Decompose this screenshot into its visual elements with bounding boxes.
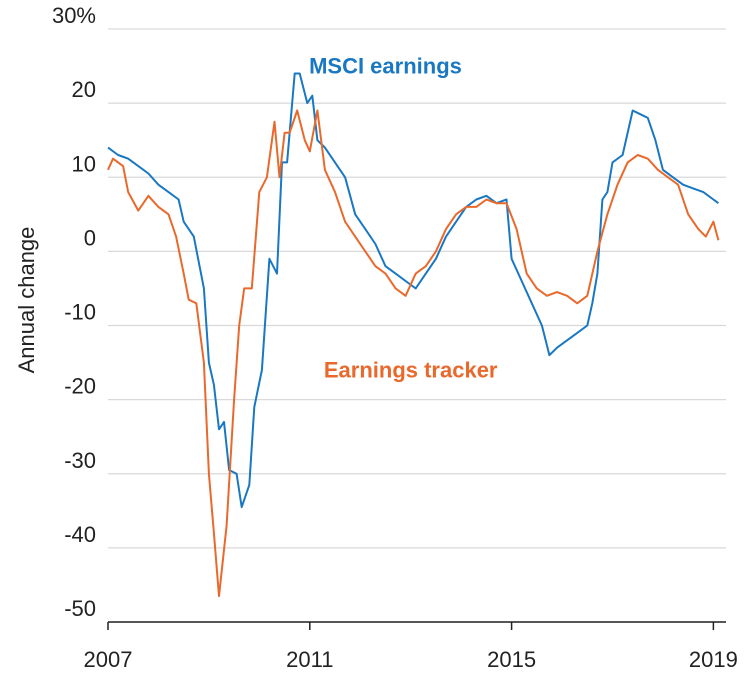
series-line-msci-earnings	[107, 72, 719, 509]
y-tick-label: -30	[64, 448, 96, 473]
axes: 30% 20 10 0 -10 -20 -30 -40 -50 2007 2011 2015 2019	[52, 3, 738, 672]
y-tick-label: 30%	[52, 3, 96, 28]
x-tick-label: 2011	[286, 647, 333, 672]
annotations: MSCI earnings Earnings tracker	[309, 53, 498, 382]
y-axis-title: Annual change	[14, 227, 39, 374]
series-lines	[107, 72, 720, 598]
y-tick-label: 10	[72, 151, 96, 176]
y-tick-label: -10	[64, 300, 96, 325]
y-tick-label: 0	[84, 225, 96, 250]
x-tick-label: 2019	[689, 647, 738, 672]
x-tick-label: 2007	[84, 647, 133, 672]
y-tick-label: 20	[72, 77, 96, 102]
grid-lines	[108, 28, 726, 623]
x-tick-label: 2015	[487, 647, 536, 672]
y-tick-label: -50	[64, 596, 96, 621]
series-label-msci-earnings: MSCI earnings	[309, 53, 462, 78]
series-line-earnings-tracker	[107, 109, 720, 598]
series-label-earnings-tracker: Earnings tracker	[324, 357, 498, 382]
y-tick-label: -20	[64, 374, 96, 399]
y-tick-label: -40	[64, 522, 96, 547]
